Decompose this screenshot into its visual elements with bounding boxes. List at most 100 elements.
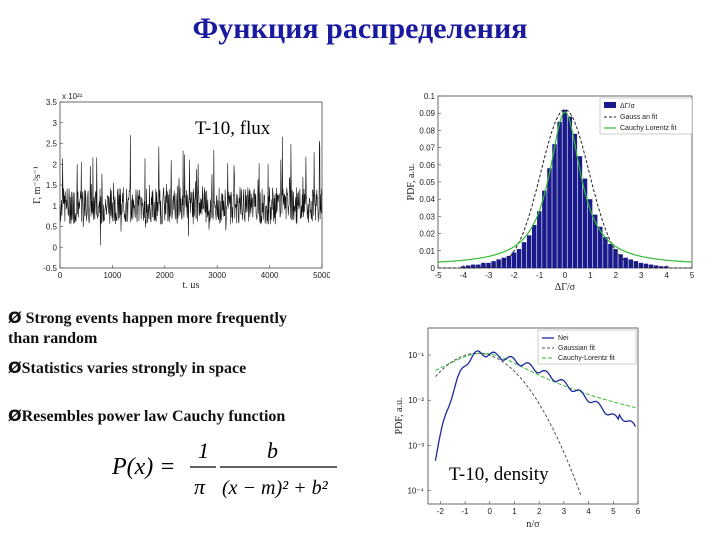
histogram-bar (542, 190, 547, 268)
plot-frame (59, 101, 323, 269)
x-tick-label: 4 (664, 271, 669, 280)
y-tick-label: 0.03 (419, 212, 435, 221)
histogram-bar (577, 156, 583, 268)
bullet-1-line1: Strong events happen more frequently (21, 310, 287, 327)
x-tick-label: 6 (636, 507, 641, 516)
y-axis-label: PDF, a.u. (406, 164, 417, 201)
y-tick-label: 0.09 (419, 109, 435, 118)
histogram-bar (638, 262, 644, 268)
y-tick-label: 2 (53, 160, 58, 169)
y-tick-label: 10⁻³ (408, 441, 424, 450)
histogram-bar (476, 264, 481, 268)
histogram-bar (587, 199, 593, 268)
y-tick-label: 0.06 (419, 161, 435, 170)
legend-box (537, 329, 637, 365)
y-tick-label: 0.01 (419, 247, 435, 256)
legend-entry: Gaussian fit (558, 345, 595, 352)
histogram-bar (465, 265, 471, 268)
histogram-bar (557, 121, 562, 268)
histogram-bar (567, 116, 573, 268)
histogram-bar (623, 257, 628, 268)
x-tick-label: 5000 (313, 271, 330, 280)
histogram-bar (501, 257, 506, 268)
formula-lhs: P(x) = (112, 454, 176, 480)
x-tick-label: 2000 (156, 271, 174, 280)
histogram-bar (658, 266, 664, 268)
density-data-line (434, 350, 637, 461)
histogram-bar (496, 259, 501, 268)
histogram-bar (506, 255, 512, 268)
legend-swatch-bars (604, 102, 616, 108)
cauchy-fit-line (435, 352, 636, 409)
x-axis-label: n/σ (526, 519, 540, 530)
histogram-bar (481, 262, 486, 268)
histogram-bar (613, 249, 618, 268)
formula-den1: π (194, 474, 206, 499)
x-tick-label: 2 (614, 271, 619, 280)
y-tick-label: 0.05 (419, 178, 435, 187)
histogram-bar (618, 254, 623, 268)
histogram-bar (562, 109, 567, 268)
histogram-bar (460, 266, 466, 268)
x-axis-label: ΔΓ/σ (555, 282, 576, 293)
y-tick-label: -0.5 (43, 264, 57, 273)
histogram-bar (643, 263, 649, 268)
x-tick-label: 4 (586, 507, 591, 516)
x-tick-label: 0 (58, 271, 63, 280)
histogram-bar (592, 214, 598, 268)
histogram-bar (633, 261, 639, 268)
legend-entry: Gauss an fit (620, 114, 657, 121)
histogram-bar (471, 264, 476, 268)
y-tick-label: 10⁻¹ (408, 351, 424, 360)
y-tick-label: 0.02 (419, 230, 435, 239)
x-tick-label: 0 (488, 507, 493, 516)
histogram-bar (572, 133, 578, 268)
cauchy-formula: P(x) = 1 π b (x − m)² + b² (111, 432, 352, 519)
bullet-1-line2: than random (8, 330, 98, 347)
x-tick-label: 1 (512, 507, 517, 516)
x-tick-label: 3000 (208, 271, 226, 280)
density-pdf-chart: 10⁻¹ 10⁻² 10⁻³ 10⁻⁴ -2 -1 0 1 2 3 4 5 6 n/σ PDF, a.u. N… (386, 322, 646, 536)
y-tick-label: 0 (53, 243, 58, 252)
legend-entry: Cauchy Lorentz fit (620, 125, 676, 132)
x-tick-label: 1000 (104, 271, 122, 280)
bullet-2-text: Statistics varies strongly in space (21, 360, 247, 377)
x-tick-label: 3 (639, 271, 644, 280)
histogram-bar (547, 168, 552, 268)
histogram-bar (664, 266, 669, 268)
y-tick-label: 2.5 (46, 140, 58, 149)
formula-den2: (x − m)² + b² (222, 477, 329, 499)
x-tick-label: -1 (461, 507, 469, 516)
x-tick-label: 5 (611, 507, 616, 516)
x-tick-label: 4000 (261, 271, 279, 280)
histogram-bar (516, 249, 522, 268)
y-tick-label: 0 (431, 264, 436, 273)
density-label: T-10, density (447, 464, 551, 486)
y-axis-label: Γ, m⁻²s⁻¹ (32, 166, 43, 204)
y-tick-label: 0.08 (419, 126, 435, 135)
flux-series-line (59, 135, 323, 246)
x-tick-label: 1 (588, 271, 593, 280)
x-tick-label: -1 (536, 271, 544, 280)
legend-entry: ΔΓ/σ (620, 103, 635, 110)
bullet-3: ØResembles power law Cauchy function (8, 406, 368, 427)
flux-time-series-chart: -0.5 0 0.5 1 1.5 2 2.5 3 3.5 0 1000 2000 3000 4000 500… (30, 88, 330, 288)
x-tick-label: -3 (485, 271, 493, 280)
y-exponent-label: x 10²¹ (62, 92, 83, 101)
histogram-bar (653, 265, 659, 268)
y-tick-label: 3 (53, 119, 58, 128)
bullet-2: ØStatistics varies strongly in space (8, 358, 368, 379)
y-tick-label: 0.1 (424, 92, 436, 101)
x-tick-label: -5 (434, 271, 442, 280)
histogram-bar (531, 225, 537, 268)
arrow-bullet-icon: Ø (8, 406, 22, 425)
arrow-bullet-icon: Ø (8, 358, 22, 377)
y-tick-label: 10⁻² (408, 396, 424, 405)
histogram-bar (608, 243, 613, 268)
gauss-fit-line (438, 109, 692, 269)
histogram-bar (526, 235, 532, 268)
page-title: Функция распределения (192, 12, 528, 45)
y-tick-label: 0.5 (46, 223, 58, 232)
formula-num2: b (267, 438, 278, 463)
histogram-bar (511, 252, 517, 268)
